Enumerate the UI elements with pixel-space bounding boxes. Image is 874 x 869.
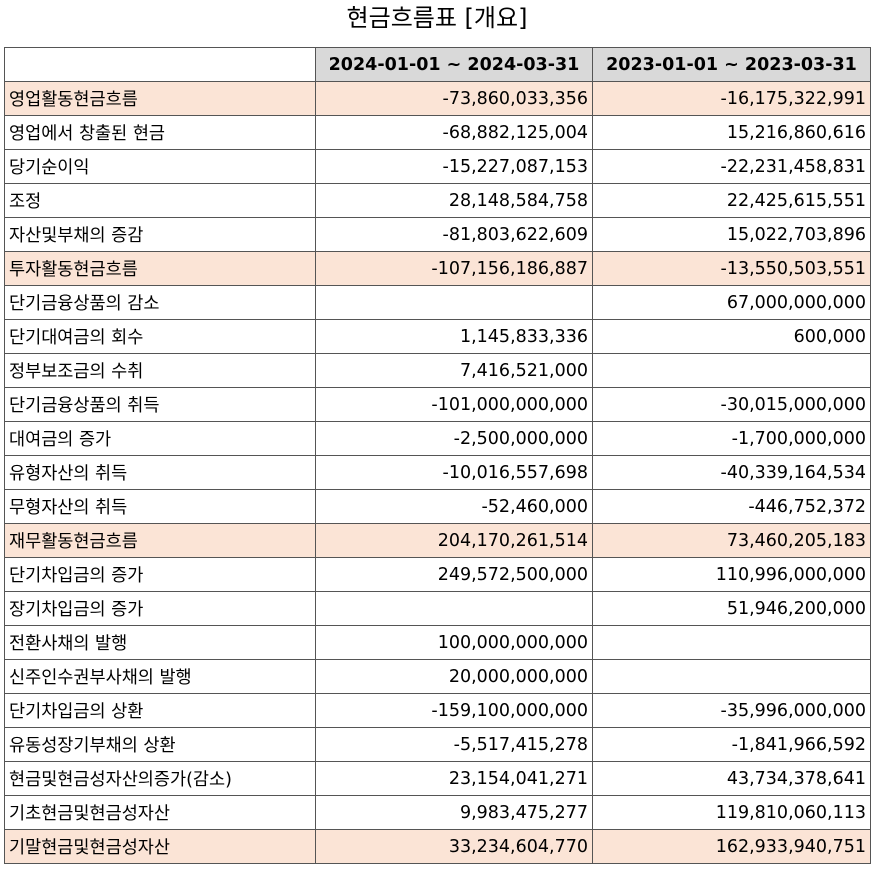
row-label: 단기차입금의 증가 bbox=[4, 557, 316, 592]
value-2024 bbox=[315, 591, 593, 626]
row-label: 유형자산의 취득 bbox=[4, 455, 316, 490]
table-row: 단기차입금의 증가 249,572,500,000 110,996,000,000 bbox=[4, 557, 871, 592]
value-2024: 7,416,521,000 bbox=[315, 353, 593, 388]
header-period-2023: 2023-01-01 ~ 2023-03-31 bbox=[592, 47, 871, 82]
value-2024: 204,170,261,514 bbox=[315, 523, 593, 558]
value-2023: 15,022,703,896 bbox=[592, 217, 871, 252]
table-row: 단기차입금의 상환 -159,100,000,000 -35,996,000,000 bbox=[4, 693, 871, 728]
value-2024: -81,803,622,609 bbox=[315, 217, 593, 252]
table-row: 단기금융상품의 감소 67,000,000,000 bbox=[4, 285, 871, 320]
table-body: 영업활동현금흐름 -73,860,033,356 -16,175,322,991 영업… bbox=[4, 81, 871, 864]
value-2023: 43,734,378,641 bbox=[592, 761, 871, 796]
row-label: 전환사채의 발행 bbox=[4, 625, 316, 660]
row-label: 신주인수권부사채의 발행 bbox=[4, 659, 316, 694]
value-2024: -52,460,000 bbox=[315, 489, 593, 524]
value-2024: -15,227,087,153 bbox=[315, 149, 593, 184]
row-label: 장기차입금의 증가 bbox=[4, 591, 316, 626]
table-row: 조정 28,148,584,758 22,425,615,551 bbox=[4, 183, 871, 218]
value-2023: 15,216,860,616 bbox=[592, 115, 871, 150]
row-label: 단기차입금의 상환 bbox=[4, 693, 316, 728]
row-label: 조정 bbox=[4, 183, 316, 218]
value-2024: 20,000,000,000 bbox=[315, 659, 593, 694]
value-2023 bbox=[592, 659, 871, 694]
table-row: 전환사채의 발행 100,000,000,000 bbox=[4, 625, 871, 660]
cash-flow-table: 2024-01-01 ~ 2024-03-31 2023-01-01 ~ 202… bbox=[4, 47, 871, 864]
value-2023: 162,933,940,751 bbox=[592, 829, 871, 864]
table-row: 현금및현금성자산의증가(감소) 23,154,041,271 43,734,378,… bbox=[4, 761, 871, 796]
row-label: 유동성장기부채의 상환 bbox=[4, 727, 316, 762]
value-2023: 73,460,205,183 bbox=[592, 523, 871, 558]
value-2024: 9,983,475,277 bbox=[315, 795, 593, 830]
table-row: 무형자산의 취득 -52,460,000 -446,752,372 bbox=[4, 489, 871, 524]
table-row: 단기대여금의 회수 1,145,833,336 600,000 bbox=[4, 319, 871, 354]
table-row: 유동성장기부채의 상환 -5,517,415,278 -1,841,966,592 bbox=[4, 727, 871, 762]
header-label-cell bbox=[4, 47, 316, 82]
row-label: 기말현금및현금성자산 bbox=[4, 829, 316, 864]
value-2024: -73,860,033,356 bbox=[315, 81, 593, 116]
value-2024: -10,016,557,698 bbox=[315, 455, 593, 490]
table-row: 신주인수권부사채의 발행 20,000,000,000 bbox=[4, 659, 871, 694]
header-period-2024: 2024-01-01 ~ 2024-03-31 bbox=[315, 47, 593, 82]
table-row: 재무활동현금흐름 204,170,261,514 73,460,205,183 bbox=[4, 523, 871, 558]
value-2024: -2,500,000,000 bbox=[315, 421, 593, 456]
row-label: 단기금융상품의 감소 bbox=[4, 285, 316, 320]
row-label: 기초현금및현금성자산 bbox=[4, 795, 316, 830]
row-label: 영업에서 창출된 현금 bbox=[4, 115, 316, 150]
table-row: 대여금의 증가 -2,500,000,000 -1,700,000,000 bbox=[4, 421, 871, 456]
value-2024: 1,145,833,336 bbox=[315, 319, 593, 354]
value-2023: -40,339,164,534 bbox=[592, 455, 871, 490]
value-2023: 67,000,000,000 bbox=[592, 285, 871, 320]
table-row: 정부보조금의 수취 7,416,521,000 bbox=[4, 353, 871, 388]
value-2023: 22,425,615,551 bbox=[592, 183, 871, 218]
value-2024: -68,882,125,004 bbox=[315, 115, 593, 150]
value-2024: 100,000,000,000 bbox=[315, 625, 593, 660]
page-title: 현금흐름표 [개요] bbox=[346, 4, 528, 32]
value-2023 bbox=[592, 625, 871, 660]
row-label: 당기순이익 bbox=[4, 149, 316, 184]
row-label: 현금및현금성자산의증가(감소) bbox=[4, 761, 316, 796]
value-2023: 51,946,200,000 bbox=[592, 591, 871, 626]
value-2023: -13,550,503,551 bbox=[592, 251, 871, 286]
table-row: 유형자산의 취득 -10,016,557,698 -40,339,164,534 bbox=[4, 455, 871, 490]
value-2023: -30,015,000,000 bbox=[592, 387, 871, 422]
row-label: 정부보조금의 수취 bbox=[4, 353, 316, 388]
value-2024: 23,154,041,271 bbox=[315, 761, 593, 796]
table-row: 자산및부채의 증감 -81,803,622,609 15,022,703,896 bbox=[4, 217, 871, 252]
value-2024: -5,517,415,278 bbox=[315, 727, 593, 762]
value-2024: 249,572,500,000 bbox=[315, 557, 593, 592]
table-row: 기초현금및현금성자산 9,983,475,277 119,810,060,113 bbox=[4, 795, 871, 830]
value-2023: -1,700,000,000 bbox=[592, 421, 871, 456]
row-label: 자산및부채의 증감 bbox=[4, 217, 316, 252]
row-label: 무형자산의 취득 bbox=[4, 489, 316, 524]
table-row: 투자활동현금흐름 -107,156,186,887 -13,550,503,551 bbox=[4, 251, 871, 286]
row-label: 투자활동현금흐름 bbox=[4, 251, 316, 286]
table-row: 영업활동현금흐름 -73,860,033,356 -16,175,322,991 bbox=[4, 81, 871, 116]
row-label: 대여금의 증가 bbox=[4, 421, 316, 456]
value-2023: -16,175,322,991 bbox=[592, 81, 871, 116]
value-2023: 119,810,060,113 bbox=[592, 795, 871, 830]
value-2024 bbox=[315, 285, 593, 320]
value-2023: -35,996,000,000 bbox=[592, 693, 871, 728]
value-2023: -446,752,372 bbox=[592, 489, 871, 524]
table-row: 단기금융상품의 취득 -101,000,000,000 -30,015,000,00… bbox=[4, 387, 871, 422]
table-row: 기말현금및현금성자산 33,234,604,770 162,933,940,751 bbox=[4, 829, 871, 864]
value-2024: -159,100,000,000 bbox=[315, 693, 593, 728]
row-label: 단기대여금의 회수 bbox=[4, 319, 316, 354]
table-row: 장기차입금의 증가 51,946,200,000 bbox=[4, 591, 871, 626]
row-label: 영업활동현금흐름 bbox=[4, 81, 316, 116]
row-label: 단기금융상품의 취득 bbox=[4, 387, 316, 422]
value-2024: 28,148,584,758 bbox=[315, 183, 593, 218]
value-2024: -107,156,186,887 bbox=[315, 251, 593, 286]
value-2024: 33,234,604,770 bbox=[315, 829, 593, 864]
table-row: 당기순이익 -15,227,087,153 -22,231,458,831 bbox=[4, 149, 871, 184]
value-2023: 600,000 bbox=[592, 319, 871, 354]
table-row: 영업에서 창출된 현금 -68,882,125,004 15,216,860,616 bbox=[4, 115, 871, 150]
table-header-row: 2024-01-01 ~ 2024-03-31 2023-01-01 ~ 202… bbox=[4, 47, 871, 82]
value-2023: -22,231,458,831 bbox=[592, 149, 871, 184]
value-2024: -101,000,000,000 bbox=[315, 387, 593, 422]
value-2023: 110,996,000,000 bbox=[592, 557, 871, 592]
value-2023: -1,841,966,592 bbox=[592, 727, 871, 762]
value-2023 bbox=[592, 353, 871, 388]
row-label: 재무활동현금흐름 bbox=[4, 523, 316, 558]
